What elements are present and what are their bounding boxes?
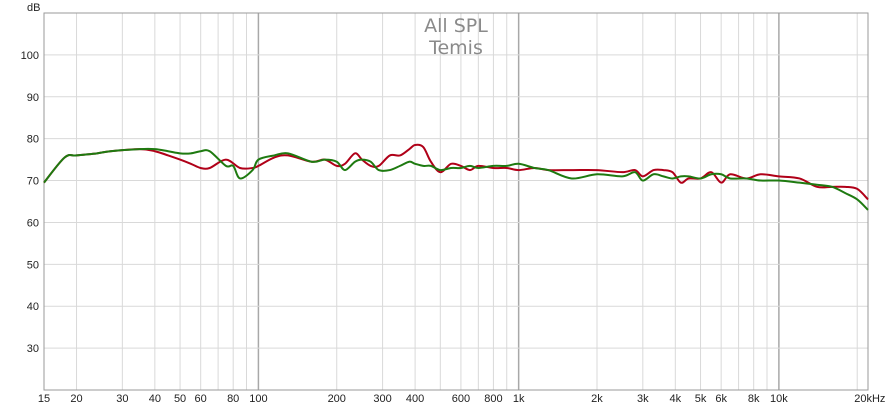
x-tick-label: 3k bbox=[637, 393, 649, 405]
y-tick-label: 100 bbox=[21, 50, 39, 62]
x-tick-label: 5k bbox=[695, 393, 707, 405]
x-tick-label: 400 bbox=[406, 393, 424, 405]
y-tick-label: 90 bbox=[27, 92, 39, 104]
y-tick-label: 60 bbox=[27, 217, 39, 229]
grid-major-lines bbox=[257, 13, 780, 390]
y-tick-label: 30 bbox=[27, 343, 39, 355]
x-tick-label: 800 bbox=[484, 393, 502, 405]
x-tick-label: 4k bbox=[670, 393, 682, 405]
x-tick-label: 2k bbox=[591, 393, 603, 405]
x-tick-label: 8k bbox=[748, 393, 760, 405]
x-tick-label: 300 bbox=[373, 393, 391, 405]
x-tick-label: 6k bbox=[715, 393, 727, 405]
x-tick-label: 50 bbox=[174, 393, 186, 405]
grid-minor-lines bbox=[76, 13, 858, 390]
plot-frame bbox=[43, 12, 869, 391]
x-tick-label: 60 bbox=[195, 393, 207, 405]
chart-title-line-2: Temis bbox=[428, 37, 483, 59]
grid-horizontal-lines bbox=[44, 54, 868, 349]
y-axis-unit-label: dB bbox=[27, 2, 40, 14]
x-tick-label: 40 bbox=[149, 393, 161, 405]
y-tick-label: 80 bbox=[27, 134, 39, 146]
x-tick-label: 10k bbox=[770, 393, 788, 405]
x-tick-label: 100 bbox=[249, 393, 267, 405]
y-tick-label: 40 bbox=[27, 301, 39, 313]
y-tick-label: 50 bbox=[27, 259, 39, 271]
x-tick-label: 20kHz bbox=[854, 393, 885, 405]
series-line-2 bbox=[43, 147, 869, 211]
x-tick-labels: 15 20 30 40 50 60 80 100 200 300 400 600 800 1k 2k 3k 4k… bbox=[38, 393, 886, 405]
x-tick-label: 600 bbox=[452, 393, 470, 405]
x-tick-label: 1k bbox=[513, 393, 525, 405]
y-tick-label: 70 bbox=[27, 176, 39, 188]
series-layer bbox=[43, 143, 869, 211]
x-tick-label: 15 bbox=[38, 393, 50, 405]
x-tick-label: 20 bbox=[70, 393, 82, 405]
x-tick-label: 80 bbox=[227, 393, 239, 405]
series-line-1 bbox=[43, 143, 869, 201]
chart-title-line-1: All SPL bbox=[424, 15, 488, 37]
y-tick-labels: 30 40 50 60 70 80 90 100 bbox=[21, 50, 39, 355]
x-tick-label: 200 bbox=[328, 393, 346, 405]
x-tick-label: 30 bbox=[116, 393, 128, 405]
